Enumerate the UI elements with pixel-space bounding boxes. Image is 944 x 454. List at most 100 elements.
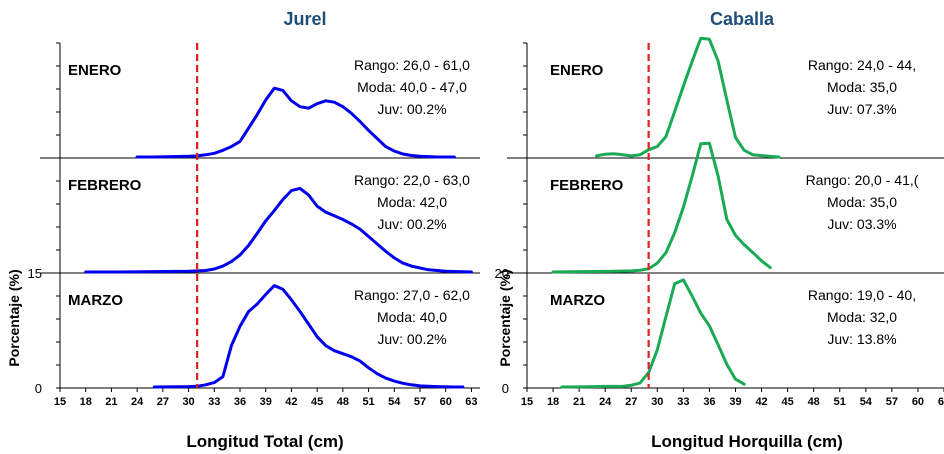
panel-month-label: MARZO	[550, 292, 605, 309]
data-point	[316, 335, 318, 338]
data-point	[682, 206, 685, 208]
data-point	[307, 107, 310, 109]
data-point	[613, 152, 615, 155]
data-point	[656, 349, 659, 351]
data-point	[708, 142, 711, 144]
x-tick-label: 60	[912, 396, 924, 408]
data-point	[726, 99, 728, 101]
data-point	[569, 270, 572, 273]
data-point	[621, 154, 624, 156]
data-point	[393, 257, 396, 259]
data-point	[324, 100, 327, 102]
data-point	[393, 150, 396, 152]
data-point	[359, 120, 361, 123]
data-point	[752, 251, 754, 254]
x-tick-label: 15	[54, 396, 66, 408]
data-point	[247, 244, 250, 247]
x-tick-label: 57	[414, 396, 426, 408]
x-tick-label: 36	[234, 396, 246, 408]
panel-enero: ENERO Rango: 26,0 - 61,0 Moda: 40,0 - 47,0…	[68, 57, 470, 159]
data-point	[350, 355, 353, 358]
data-point	[230, 344, 233, 347]
data-point	[444, 270, 447, 273]
series-line	[135, 86, 456, 159]
data-point	[350, 112, 353, 115]
data-point	[734, 234, 737, 237]
x-axis-label: Longitud Total (cm)	[186, 432, 343, 451]
data-point	[170, 155, 173, 158]
data-point	[673, 231, 676, 234]
data-point	[333, 349, 336, 352]
data-point	[621, 385, 624, 388]
data-point	[410, 384, 413, 386]
data-point	[691, 295, 693, 297]
data-point	[673, 283, 676, 285]
x-tick-label: 63	[465, 396, 477, 408]
data-point	[647, 149, 650, 151]
panel-enero: ENERO Rango: 24,0 - 44, Moda: 35,0 Juv: 07.…	[550, 36, 916, 159]
series-line	[551, 141, 772, 274]
x-tick-label: 30	[651, 396, 663, 408]
panel-annotation: Rango: 20,0 - 41,(	[806, 172, 919, 188]
panel-month-label: ENERO	[550, 62, 604, 79]
data-point	[604, 385, 606, 388]
data-point	[743, 149, 745, 152]
x-tick-label: 51	[834, 396, 846, 408]
data-point	[376, 137, 378, 140]
data-point	[222, 149, 224, 152]
data-point	[376, 243, 378, 245]
data-point	[700, 143, 702, 145]
x-tick-label: 42	[755, 396, 767, 408]
data-point	[665, 315, 667, 318]
data-point	[230, 260, 233, 263]
panel-month-label: MARZO	[68, 292, 123, 309]
data-point	[717, 344, 719, 346]
data-point	[630, 384, 633, 387]
x-tick-label: 51	[362, 396, 374, 408]
x-tick-label: 39	[260, 396, 272, 408]
chart-caballa: Caballa 0 20 15 18 21 24 27 30 33 36 39 42 45 48 51 54 57…	[495, 9, 944, 451]
data-point	[247, 310, 250, 313]
data-point	[316, 205, 318, 207]
data-point	[324, 344, 327, 347]
x-tick-label: 27	[157, 396, 169, 408]
data-point	[726, 363, 728, 366]
data-point	[307, 194, 310, 196]
panel-annotation: Moda: 40,0	[377, 309, 447, 325]
data-point	[282, 198, 284, 201]
panel-annotation: Rango: 22,0 - 63,0	[354, 172, 470, 188]
data-point	[333, 215, 336, 217]
data-point	[256, 303, 258, 305]
x-tick-label: 24	[131, 396, 144, 408]
data-point	[436, 156, 438, 158]
data-point	[204, 154, 207, 156]
data-point	[708, 38, 711, 41]
data-point	[222, 375, 224, 378]
panel-febrero: FEBRERO Rango: 22,0 - 63,0 Moda: 42,0 Juv: …	[68, 172, 473, 274]
panel-marzo: MARZO Rango: 27,0 - 62,0 Moda: 40,0 Juv: 00…	[68, 284, 470, 389]
data-point	[153, 270, 156, 273]
data-point	[393, 380, 396, 382]
data-point	[470, 271, 473, 273]
data-point	[256, 232, 258, 235]
data-point	[299, 187, 301, 190]
panel-annotation: Juv: 00.2%	[377, 101, 446, 117]
data-point	[384, 145, 387, 148]
x-tick-label: 54	[860, 396, 873, 408]
y-tick-label: 20	[495, 266, 509, 281]
data-point	[384, 377, 387, 379]
data-point	[595, 155, 598, 157]
data-point	[427, 385, 430, 388]
data-point	[561, 386, 563, 388]
y-axis-label: Porcentaje (%)	[497, 269, 513, 366]
data-point	[717, 175, 719, 177]
data-point	[402, 382, 404, 385]
data-point	[153, 156, 156, 158]
x-tick-label: 18	[80, 396, 92, 408]
x-tick-label: 45	[782, 396, 794, 408]
data-point	[691, 60, 693, 63]
data-point	[187, 155, 190, 158]
data-point	[367, 367, 370, 369]
data-point	[290, 298, 293, 301]
